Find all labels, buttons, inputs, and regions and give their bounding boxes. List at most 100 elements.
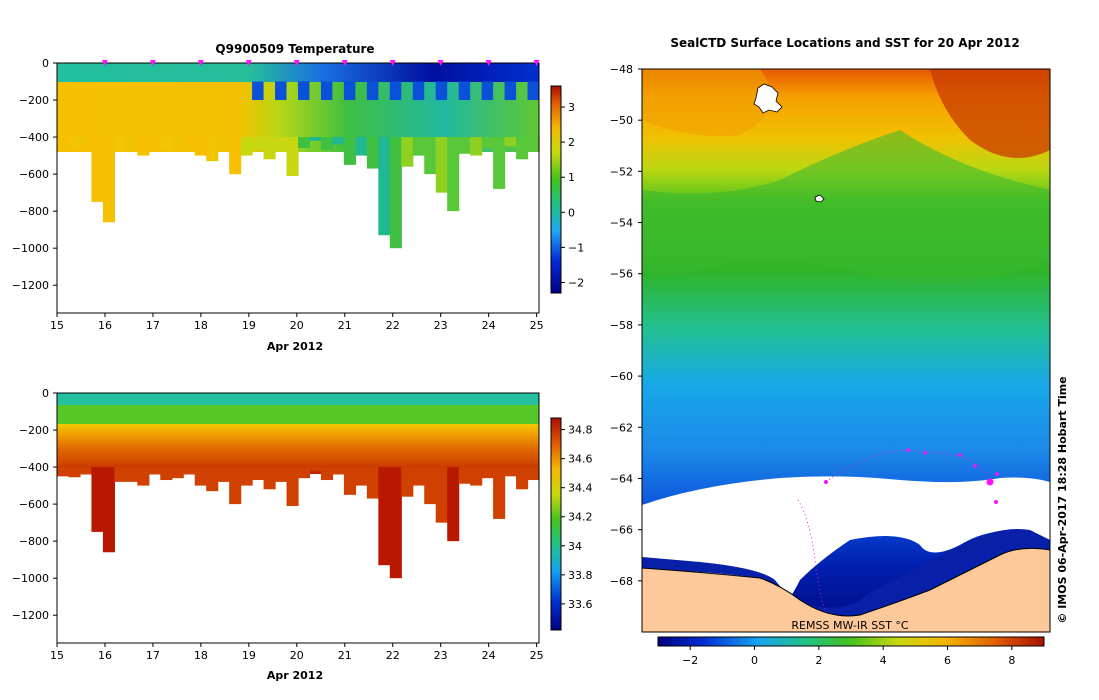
colorbar-tick-label: 3 (568, 101, 575, 114)
salinity-plot-area (56, 392, 540, 644)
temperature-profile (91, 137, 104, 202)
salinity-profile (424, 467, 437, 505)
temperature-profile (435, 137, 448, 193)
surface-marker (389, 60, 396, 66)
surface-marker (293, 60, 300, 66)
x-tick-label: 25 (530, 319, 544, 332)
temperature-profile (217, 137, 230, 152)
salinity-profile (516, 467, 529, 490)
x-tick-label: 23 (434, 319, 448, 332)
lat-tick-label: −58 (610, 319, 633, 332)
salinity-profile (79, 467, 93, 475)
salinity-profile (183, 467, 196, 475)
salinity-profile (470, 467, 483, 486)
salinity-profile (401, 467, 414, 497)
seal-location (923, 451, 927, 455)
temperature-cold-patch (298, 81, 310, 101)
salinity-profile (229, 467, 242, 505)
salinity-profile (148, 467, 161, 475)
surface-marker (245, 60, 252, 66)
x-tick-label: 25 (530, 649, 544, 662)
colorbar-tick-label: 34.2 (568, 511, 593, 524)
y-tick-label: −800 (19, 205, 49, 218)
lat-tick-label: −68 (610, 575, 633, 588)
lat-tick-label: −50 (610, 114, 633, 127)
sst-celsius-label: 8 (1008, 654, 1015, 667)
temperature-profile (343, 137, 356, 165)
salinity-profiles (57, 467, 540, 579)
x-tick-label: 24 (482, 319, 496, 332)
sst-celsius-label: 0 (751, 654, 758, 667)
temperature-profile (504, 137, 517, 147)
sst-product-label: REMSS MW-IR SST °C (791, 619, 909, 632)
temperature-profile (401, 137, 414, 167)
temperature-cold-patch (366, 81, 379, 101)
x-tick-label: 15 (50, 319, 64, 332)
x-tick-label: 20 (290, 319, 304, 332)
sst-warm-patch (930, 69, 1050, 158)
x-tick-label: 22 (386, 649, 400, 662)
colorbar-tick-label: 34.4 (568, 482, 593, 495)
salinity-surface-layer (57, 393, 539, 405)
lat-tick-label: −52 (610, 165, 633, 178)
colorbar-tick-label: 33.6 (568, 598, 593, 611)
salinity-profile (412, 467, 425, 486)
salinity-profile (275, 467, 288, 482)
salinity-profile (355, 467, 368, 486)
x-tick-label: 16 (98, 649, 112, 662)
temperature-panel: Q9900509 Temperature 0 −200 −400 −600 −800 −1… (12, 42, 584, 353)
colorbar-tick-label: 0 (568, 206, 575, 219)
island (814, 194, 825, 203)
temperature-profile (320, 137, 334, 151)
seal-location (824, 480, 828, 484)
temperature-profile (286, 137, 299, 176)
lat-tick-label: −48 (610, 63, 633, 76)
y-tick-label: −400 (19, 461, 49, 474)
y-tick-label: −600 (19, 498, 49, 511)
salinity-profile (309, 467, 322, 471)
temperature-profile (171, 137, 184, 149)
temperature-cold-patch (435, 81, 448, 101)
salinity-panel: 0 −200 −400 −600 −800 −1000 −1200 15 16 17 18 19 20… (12, 387, 593, 682)
temperature-profile (252, 137, 265, 151)
salinity-frame (56, 392, 540, 644)
salinity-profile (252, 467, 265, 481)
y-tick-label: −400 (19, 131, 49, 144)
salinity-x-label: Apr 2012 (267, 669, 323, 682)
y-tick-label: −1200 (12, 279, 49, 292)
x-tick-label: 21 (338, 649, 352, 662)
map-title: SealCTD Surface Locations and SST for 20… (670, 36, 1019, 50)
y-tick-label: −1200 (12, 609, 49, 622)
temperature-profile (114, 137, 127, 152)
lat-tick-label: −60 (610, 370, 633, 383)
y-tick-label: −800 (19, 535, 49, 548)
salinity-profile (332, 467, 345, 475)
seal-location (958, 453, 962, 457)
colorbar-tick-label: 33.8 (568, 569, 593, 582)
x-tick-label: 18 (194, 319, 208, 332)
temperature-profile (240, 137, 253, 156)
temperature-profile (298, 137, 311, 149)
antarctica-land (641, 547, 1051, 633)
sst-map-area: REMSS MW-IR SST °C (641, 68, 1051, 633)
temperature-profile (378, 137, 391, 236)
sst-green-band (642, 130, 1050, 283)
colorbar-tick-label: 34.6 (568, 453, 593, 466)
temperature-profile (412, 137, 425, 156)
salinity-profile (217, 467, 230, 482)
x-tick-label: 19 (242, 319, 256, 332)
temperature-profile (125, 137, 138, 152)
temperature-x-label: Apr 2012 (267, 340, 323, 353)
lat-tick-label: −64 (610, 472, 633, 485)
salinity-profile (527, 467, 540, 481)
sst-celsius-label: 2 (815, 654, 822, 667)
temperature-cold-patch (412, 81, 425, 101)
temperature-profile (493, 137, 506, 189)
x-tick-label: 21 (338, 319, 352, 332)
x-tick-label: 17 (146, 649, 160, 662)
salinity-profile (91, 467, 104, 532)
x-tick-label: 16 (98, 319, 112, 332)
surface-marker (101, 60, 108, 66)
temperature-profile (183, 137, 196, 145)
colorbar-tick-label: 34 (568, 540, 582, 553)
